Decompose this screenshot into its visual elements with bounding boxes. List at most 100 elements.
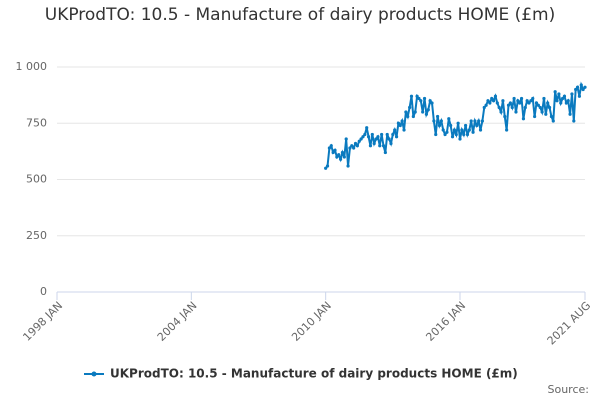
point — [361, 135, 365, 139]
legend-label: UKProdTO: 10.5 - Manufacture of dairy pr… — [110, 367, 518, 381]
point — [413, 110, 417, 114]
point — [337, 153, 341, 157]
point — [544, 112, 548, 116]
point — [447, 117, 451, 121]
x-tick-label: 2004 JAN — [155, 299, 200, 344]
point — [557, 92, 561, 96]
point — [534, 101, 539, 105]
point — [546, 101, 550, 105]
point — [380, 132, 384, 137]
point — [368, 144, 373, 148]
point — [454, 132, 458, 137]
point — [549, 114, 554, 119]
point — [482, 105, 486, 110]
point — [348, 146, 352, 150]
point — [553, 90, 557, 94]
point — [352, 146, 356, 150]
point — [387, 137, 391, 141]
point — [350, 144, 354, 148]
point — [335, 155, 339, 159]
point — [561, 96, 565, 101]
point — [514, 110, 518, 114]
point — [512, 96, 516, 101]
point — [445, 130, 449, 134]
point — [452, 128, 456, 132]
point — [359, 137, 363, 141]
point — [525, 99, 529, 103]
point — [519, 96, 524, 101]
point — [417, 96, 421, 101]
point — [551, 119, 555, 123]
point — [575, 85, 580, 89]
point — [329, 144, 333, 148]
point — [430, 101, 434, 105]
point — [540, 110, 544, 114]
point — [340, 150, 345, 155]
point — [450, 135, 455, 139]
point — [408, 105, 412, 110]
point — [370, 132, 374, 137]
point — [325, 164, 330, 168]
point — [331, 150, 335, 155]
y-tick-label: 0 — [40, 285, 47, 298]
point — [465, 132, 470, 137]
point — [491, 99, 496, 103]
point — [577, 94, 582, 98]
point — [406, 114, 410, 119]
point — [508, 101, 512, 105]
point — [490, 96, 494, 101]
point — [480, 119, 484, 123]
point — [460, 128, 464, 132]
point — [436, 114, 440, 119]
y-tick-label: 1 000 — [16, 60, 48, 73]
point — [583, 85, 587, 89]
point — [402, 128, 406, 132]
point — [376, 135, 380, 139]
point — [449, 123, 453, 128]
point — [497, 105, 501, 110]
point — [516, 99, 520, 103]
point — [400, 119, 404, 123]
point — [574, 87, 578, 92]
point — [415, 94, 419, 98]
point — [463, 123, 468, 128]
point — [344, 137, 348, 141]
point — [529, 99, 533, 103]
point — [365, 126, 369, 130]
point — [478, 128, 483, 132]
y-tick-label: 500 — [26, 173, 47, 186]
point — [493, 94, 498, 98]
point — [383, 150, 387, 155]
point — [421, 110, 425, 114]
point — [409, 94, 414, 98]
point — [419, 99, 423, 103]
point — [518, 101, 522, 105]
point — [404, 110, 408, 114]
point — [443, 132, 447, 137]
point — [581, 87, 585, 92]
point — [462, 132, 466, 137]
point — [342, 155, 346, 159]
source: Source: — [548, 383, 590, 396]
point — [566, 99, 570, 103]
point — [441, 128, 445, 132]
point — [467, 128, 471, 132]
point — [411, 114, 415, 119]
point — [366, 135, 371, 139]
legend-marker — [91, 371, 97, 377]
point — [458, 137, 462, 141]
point — [503, 114, 507, 119]
point — [355, 144, 359, 148]
point — [536, 103, 540, 107]
point — [495, 101, 499, 105]
point — [542, 96, 546, 101]
point — [428, 99, 432, 103]
point — [506, 103, 511, 107]
x-tick-label: 2021 AUG — [545, 299, 594, 348]
point — [505, 128, 509, 132]
point — [389, 141, 393, 146]
x-tick-label: 1998 JAN — [20, 299, 65, 344]
point — [432, 119, 436, 123]
point — [357, 139, 361, 143]
